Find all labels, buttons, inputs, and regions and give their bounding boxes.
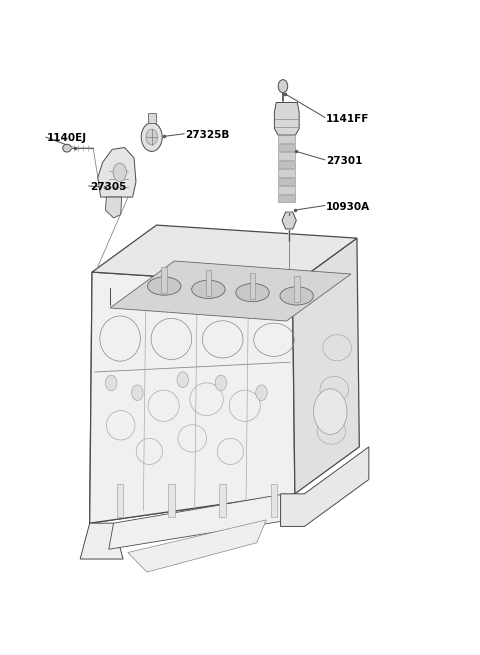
Text: 27325B: 27325B (185, 130, 229, 140)
Polygon shape (106, 197, 121, 218)
Polygon shape (80, 523, 123, 559)
Polygon shape (92, 225, 357, 285)
Bar (117, 484, 123, 517)
Circle shape (215, 375, 227, 391)
Bar (278, 143, 295, 151)
Polygon shape (109, 494, 290, 550)
Bar (278, 178, 295, 185)
Bar (278, 152, 295, 160)
Ellipse shape (147, 277, 181, 295)
Circle shape (106, 375, 117, 391)
Ellipse shape (63, 144, 72, 152)
Ellipse shape (280, 287, 313, 305)
Bar (219, 484, 226, 517)
Bar (278, 170, 295, 177)
Polygon shape (98, 147, 136, 197)
Circle shape (278, 80, 288, 93)
Text: 1140EJ: 1140EJ (47, 134, 87, 143)
Bar (168, 484, 175, 517)
Bar (278, 195, 295, 202)
Polygon shape (90, 272, 295, 523)
Polygon shape (292, 238, 360, 494)
Circle shape (132, 385, 143, 401)
Bar (250, 273, 255, 299)
Polygon shape (281, 447, 369, 527)
Circle shape (177, 372, 189, 388)
Bar (294, 276, 300, 303)
Circle shape (113, 163, 126, 181)
Text: 1141FF: 1141FF (326, 114, 369, 124)
Ellipse shape (192, 280, 225, 299)
Polygon shape (128, 520, 266, 572)
Bar (278, 135, 295, 143)
Bar (278, 160, 295, 168)
Bar (271, 484, 277, 517)
Circle shape (146, 129, 157, 145)
Bar (205, 270, 211, 296)
Text: 10930A: 10930A (326, 202, 370, 212)
Bar (278, 187, 295, 194)
Text: 27305: 27305 (90, 182, 126, 193)
Circle shape (256, 385, 267, 401)
Bar (148, 113, 156, 122)
Circle shape (313, 389, 347, 434)
Ellipse shape (236, 284, 269, 302)
Circle shape (141, 122, 162, 151)
Text: 27301: 27301 (326, 156, 362, 166)
Polygon shape (90, 272, 295, 523)
Polygon shape (110, 261, 351, 321)
Bar (161, 267, 167, 293)
Polygon shape (275, 102, 299, 135)
